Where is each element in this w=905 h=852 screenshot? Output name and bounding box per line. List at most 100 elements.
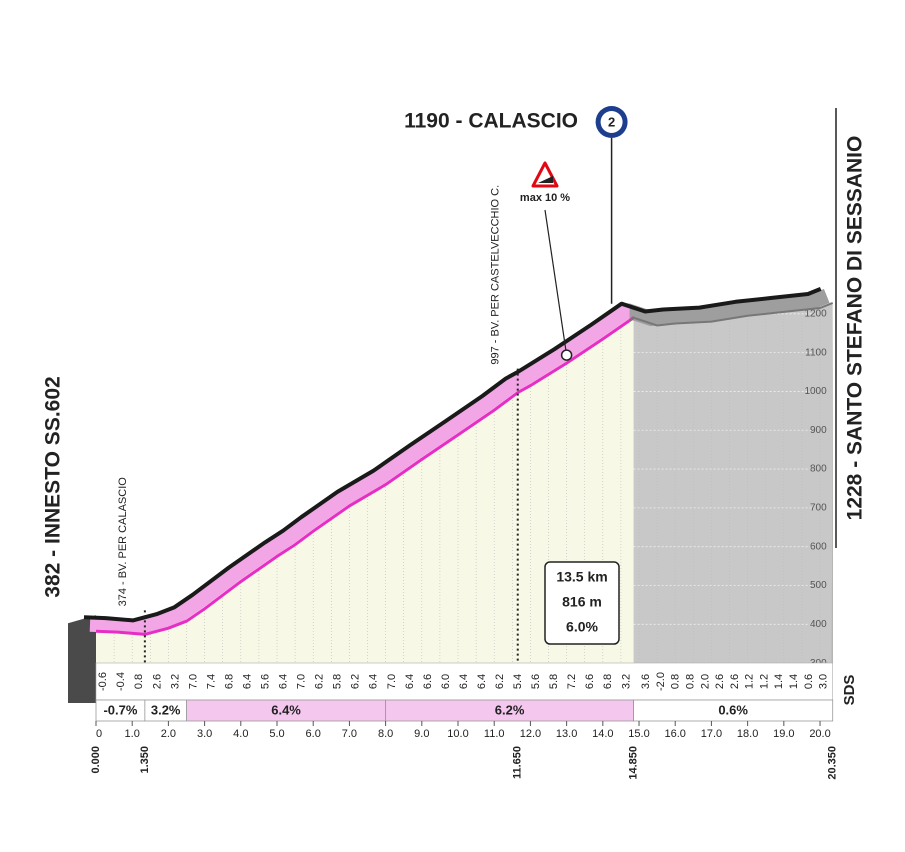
grade-label: 2.6 [729, 674, 741, 689]
logo: SDS [841, 675, 858, 706]
grade-label: 6.0 [440, 674, 452, 689]
grade-label: 7.4 [205, 674, 217, 689]
grade-label: 2.6 [151, 674, 163, 689]
grade-label: 1.2 [744, 674, 756, 689]
stat: 816 m [562, 594, 602, 610]
grade-label: 7.0 [187, 674, 199, 689]
grade-label: 6.4 [241, 674, 253, 689]
road-band-grey [629, 288, 830, 327]
x-tick-label: 0 [96, 728, 102, 740]
stats-box [544, 561, 620, 645]
x-tick-label: 14.0 [592, 728, 613, 740]
grade-label: 6.8 [602, 674, 614, 689]
max-point [560, 349, 573, 361]
grade-label: -0.4 [115, 672, 127, 691]
grade-label: 6.4 [368, 674, 380, 689]
start-label: 382 - INNESTO SS.602 [42, 376, 65, 597]
grade-label: 6.6 [422, 674, 434, 689]
km-marker: 14.850 [627, 746, 639, 780]
km-marker: 20.350 [827, 746, 839, 780]
section-label: 0.6% [718, 702, 748, 717]
grade-label: 6.2 [350, 674, 362, 689]
grade-label: 6.6 [584, 674, 596, 689]
x-tick-label: 20.0 [809, 728, 830, 740]
max-warning-icon [538, 176, 553, 183]
annotation-label: 997 - BV. PER CASTELVECCHIO C. [490, 185, 502, 365]
grade-label: 5.8 [332, 674, 344, 689]
grade-label: 0.8 [685, 674, 697, 689]
grade-label: 2.6 [714, 674, 726, 689]
summit-badge: 2 [608, 114, 615, 129]
grade-label: -0.6 [97, 672, 109, 691]
x-tick-label: 4.0 [233, 728, 248, 740]
profile-line-grey [629, 301, 834, 327]
x-tick-label: 17.0 [701, 728, 722, 740]
km-marker: 11.650 [512, 746, 524, 779]
grade-label: 1.2 [758, 674, 770, 689]
summit-title: 1190 - CALASCIO [404, 110, 578, 133]
grade-label: 3.6 [640, 674, 652, 689]
grade-label: 7.0 [296, 674, 308, 689]
start-wall [68, 615, 96, 703]
x-tick-label: 5.0 [269, 728, 284, 740]
y-tick-label: 400 [810, 619, 827, 630]
grade-label: 6.4 [404, 674, 416, 689]
descent-fill [633, 302, 833, 700]
grade-label: 3.2 [169, 674, 181, 689]
y-tick-label: 1200 [804, 308, 827, 319]
grade-label: 6.8 [223, 674, 235, 689]
max-line [544, 209, 568, 356]
x-tick-label: 2.0 [161, 728, 176, 740]
section-label: 6.4% [271, 702, 301, 717]
x-tick-label: 11.0 [484, 728, 505, 740]
grade-label: 1.4 [773, 674, 785, 689]
grade-label: 6.4 [476, 674, 488, 689]
grade-label: -2.0 [655, 672, 667, 691]
grade-label: 0.8 [133, 674, 145, 689]
section-bar [633, 699, 834, 722]
grade-label: 0.8 [670, 674, 682, 689]
x-tick-label: 7.0 [342, 728, 357, 740]
stat: 13.5 km [556, 569, 607, 585]
km-marker: 1.350 [139, 746, 151, 774]
grade-label: 5.8 [548, 674, 560, 689]
grade-label: 3.2 [620, 674, 632, 689]
x-tick-label: 13.0 [556, 728, 577, 740]
grade-label: 6.2 [494, 674, 506, 689]
finish-label: 1228 - SANTO STEFANO DI SESSANIO [844, 136, 867, 521]
x-tick-label: 12.0 [520, 728, 541, 740]
x-tick-label: 6.0 [306, 728, 321, 740]
finish-wall [831, 292, 833, 700]
grade-label: 6.2 [314, 674, 326, 689]
summit-badge-inner [600, 111, 623, 133]
grade-label: 5.6 [259, 674, 271, 689]
stat: 6.0% [566, 619, 598, 635]
x-tick-label: 8.0 [378, 728, 393, 740]
grade-label: 6.4 [278, 674, 290, 689]
x-tick-label: 18.0 [737, 728, 758, 740]
section-label: -0.7% [103, 702, 137, 717]
y-tick-label: 800 [810, 464, 827, 475]
x-tick-label: 10.0 [447, 728, 468, 740]
grade-label: 7.0 [386, 674, 398, 689]
grade-label: 3.0 [818, 674, 830, 689]
y-tick-label: 900 [810, 425, 827, 436]
y-tick-label: 1000 [804, 386, 827, 397]
km-marker: 0.000 [90, 746, 102, 774]
x-tick-label: 19.0 [773, 728, 794, 740]
grade-label: 5.4 [512, 674, 524, 689]
section-label: 3.2% [151, 702, 181, 717]
y-tick-label: 700 [810, 503, 827, 514]
x-tick-label: 9.0 [414, 728, 429, 740]
section-label: 6.2% [495, 702, 525, 717]
x-tick-label: 15.0 [628, 728, 649, 740]
x-tick-label: 16.0 [665, 728, 686, 740]
y-tick-label: 1100 [805, 347, 827, 358]
y-tick-label: 500 [810, 580, 827, 591]
x-tick-label: 3.0 [197, 728, 212, 740]
road-top [83, 287, 822, 623]
x-tick-label: 1.0 [125, 728, 140, 740]
annotation-label: 374 - BV. PER CALASCIO [117, 477, 129, 607]
grade-label: 5.6 [530, 674, 542, 689]
